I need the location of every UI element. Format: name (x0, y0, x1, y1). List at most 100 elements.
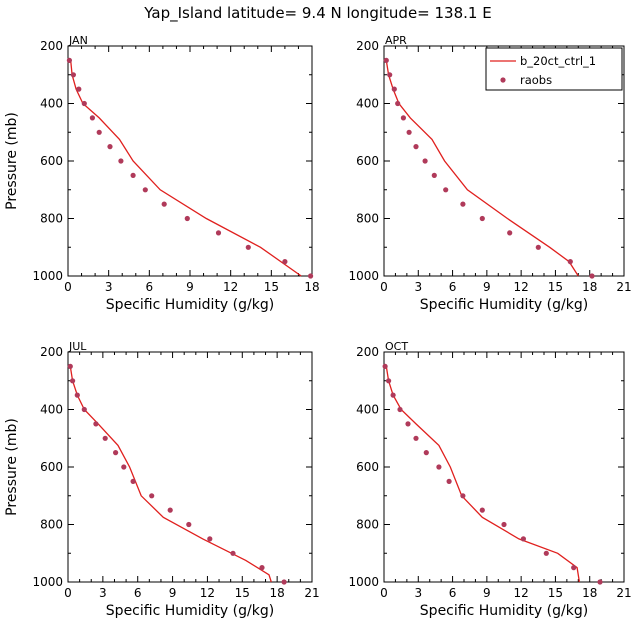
model-profile-line (70, 60, 302, 277)
panel-apr: APR 0 3 6 9 12 15 18 21 200 400 600 800 1000 Specific … (348, 34, 631, 313)
raobs-point (423, 450, 429, 456)
x-tick-label: 3 (414, 586, 422, 600)
plot-frame (67, 45, 313, 277)
raobs-point (96, 129, 102, 135)
x-tick-label: 6 (449, 586, 457, 600)
model-profile-line (69, 366, 272, 583)
raobs-point (186, 521, 192, 528)
x-tick-label: 21 (304, 586, 319, 600)
x-tick-label: 6 (146, 280, 154, 294)
y-tick-label: 200 (40, 39, 63, 53)
x-tick-label: 3 (105, 280, 113, 294)
legend-dot-swatch (500, 77, 506, 83)
x-tick-label: 0 (380, 280, 388, 294)
raobs-point (535, 244, 541, 250)
x-tick-label: 12 (223, 280, 238, 294)
raobs-point (113, 450, 119, 456)
legend-model-label: b_20ct_ctrl_1 (520, 54, 596, 68)
raobs-point (308, 273, 314, 279)
y-tick-label: 800 (40, 212, 63, 226)
panel-jul: JUL 0 3 6 9 12 15 18 21 200 400 600 800 1000 Specific … (4, 340, 320, 619)
raobs-point (589, 273, 595, 279)
y-tick-label: 800 (356, 518, 379, 532)
x-tick-label: 6 (449, 280, 457, 294)
raobs-point (571, 565, 577, 571)
raobs-point (149, 493, 155, 499)
y-tick-label: 400 (40, 97, 63, 111)
raobs-point (142, 187, 148, 193)
raobs-point (207, 536, 213, 542)
raobs-point (520, 536, 527, 542)
raobs-point (431, 172, 437, 178)
y-tick-label: 1000 (32, 269, 63, 283)
x-tick-label: 12 (200, 586, 215, 600)
y-axis-label: Pressure (mb) (4, 418, 20, 516)
x-tick-label: 21 (616, 586, 631, 600)
x-tick-label: 9 (483, 280, 491, 294)
raobs-point (382, 363, 388, 369)
raobs-point (460, 201, 466, 207)
x-axis-label: Specific Humidity (g/kg) (420, 603, 588, 619)
raobs-point (70, 72, 76, 78)
x-tick-label: 15 (548, 586, 563, 600)
raobs-point (66, 57, 72, 64)
legend-box (485, 47, 623, 91)
x-tick-label: 18 (582, 586, 597, 600)
x-tick-label: 0 (64, 280, 72, 294)
raobs-point (161, 201, 167, 207)
panel-label: JUL (68, 340, 87, 353)
raobs-point (395, 100, 401, 107)
y-tick-label: 1000 (348, 269, 379, 283)
x-tick-label: 15 (548, 280, 563, 294)
y-tick-label: 600 (40, 460, 63, 474)
x-tick-label: 12 (514, 586, 529, 600)
raobs-point (167, 507, 173, 513)
x-tick-label: 21 (616, 280, 631, 294)
raobs-point (121, 464, 127, 470)
panel-oct: OCT 0 3 6 9 12 15 18 21 200 400 600 800 1000 Specific … (348, 340, 631, 619)
y-tick-label: 800 (40, 518, 63, 532)
panel-label: APR (385, 34, 407, 47)
x-tick-label: 18 (270, 586, 285, 600)
raobs-point (102, 435, 108, 441)
raobs-point (282, 259, 288, 265)
raobs-point (543, 550, 549, 556)
legend-obs-label: raobs (520, 73, 552, 87)
raobs-point (479, 215, 485, 222)
x-tick-label: 3 (99, 586, 107, 600)
model-profile-line (385, 366, 581, 583)
raobs-point (281, 579, 287, 585)
panel-label: OCT (385, 340, 408, 353)
x-tick-label: 15 (264, 280, 279, 294)
raobs-point (507, 230, 513, 236)
raobs-point (400, 115, 406, 121)
raobs-point (501, 521, 507, 528)
y-tick-label: 600 (356, 460, 379, 474)
x-tick-label: 9 (186, 280, 194, 294)
y-tick-label: 400 (356, 97, 379, 111)
raobs-point (89, 115, 95, 121)
x-tick-label: 18 (304, 280, 319, 294)
y-tick-label: 200 (356, 345, 379, 359)
raobs-point (446, 478, 452, 484)
raobs-point (460, 493, 466, 499)
panel-jan: JAN 0 3 6 9 12 15 18 200 400 600 800 1000 Specific Hu… (4, 34, 320, 313)
panel-label: JAN (68, 34, 88, 47)
x-tick-label: 12 (514, 280, 529, 294)
raobs-point (81, 406, 87, 413)
x-tick-label: 0 (380, 586, 388, 600)
raobs-point (184, 215, 190, 222)
raobs-point (107, 144, 113, 150)
y-axis-label: Pressure (mb) (4, 112, 20, 210)
x-axis-label: Specific Humidity (g/kg) (106, 297, 274, 313)
raobs-point (118, 158, 124, 164)
x-tick-label: 18 (582, 280, 597, 294)
raobs-point (76, 86, 82, 92)
raobs-point (70, 378, 76, 384)
y-tick-label: 1000 (32, 575, 63, 589)
y-tick-label: 200 (40, 345, 63, 359)
raobs-point (405, 421, 411, 427)
